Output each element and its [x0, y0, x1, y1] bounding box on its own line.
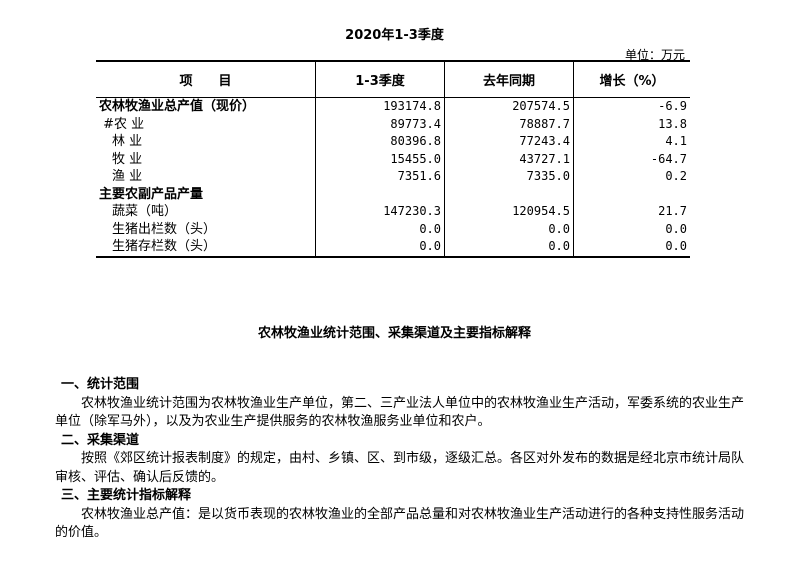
row-growth: 0.2 [573, 168, 690, 186]
section-2-text: 按照《郊区统计报表制度》的规定，由村、乡镇、区、到市级，逐级汇总。各区对外发布的… [55, 451, 745, 485]
row-prev: 43727.1 [444, 150, 574, 168]
table-header-row: 项 目 1-3季度 去年同期 增长（%） [96, 61, 690, 98]
row-item: 牧 业 [99, 151, 143, 167]
header-growth: 增长（%） [573, 61, 690, 98]
row-q [315, 185, 445, 203]
row-prev: 7335.0 [444, 168, 574, 186]
section-1-title: 一、统计范围 [61, 377, 140, 392]
row-growth: 4.1 [573, 133, 690, 151]
notes-heading: 农林牧渔业统计范围、采集渠道及主要指标解释 [257, 326, 531, 341]
row-q: 147230.3 [315, 203, 445, 221]
row-item: 渔 业 [99, 169, 143, 185]
row-item: 生猪出栏数（头） [99, 221, 217, 237]
row-q: 193174.8 [315, 97, 445, 116]
table-row: 主要农副产品产量 [96, 185, 690, 203]
row-q: 15455.0 [315, 150, 445, 168]
row-growth [573, 185, 690, 203]
header-q: 1-3季度 [315, 61, 445, 98]
row-growth: 21.7 [573, 203, 690, 221]
section-3-title: 三、主要统计指标解释 [61, 488, 192, 503]
table-row: 农林牧渔业总产值（现价） 193174.8 207574.5 -6.9 [96, 97, 690, 116]
row-item: 主要农副产品产量 [99, 186, 204, 202]
table-row: 生猪存栏数（头） 0.0 0.0 0.0 [96, 238, 690, 257]
table-row: 牧 业 15455.0 43727.1 -64.7 [96, 150, 690, 168]
row-growth: 13.8 [573, 115, 690, 133]
table-row: #农 业 89773.4 78887.7 13.8 [96, 115, 690, 133]
row-item: 生猪存栏数（头） [99, 239, 217, 255]
table-row: 生猪出栏数（头） 0.0 0.0 0.0 [96, 220, 690, 238]
row-prev: 120954.5 [444, 203, 574, 221]
row-growth: -64.7 [573, 150, 690, 168]
section-2-title: 二、采集渠道 [61, 432, 140, 448]
row-prev: 0.0 [444, 220, 574, 238]
table-row: 林 业 80396.8 77243.4 4.1 [96, 133, 690, 151]
header-item: 项 目 [179, 74, 232, 89]
row-growth: 0.0 [573, 220, 690, 238]
unit-label: 单位：万元 [624, 48, 685, 62]
row-growth: 0.0 [573, 238, 690, 257]
section-3-text: 农林牧渔业总产值：是以货币表现的农林牧渔业的全部产品总量和对农林牧渔业生产活动进… [55, 506, 745, 541]
row-item: #农 业 [99, 116, 145, 132]
row-q: 7351.6 [315, 168, 445, 186]
notes-body: 一、统计范围 农林牧渔业统计范围为农林牧渔业生产单位，第二、三产业法人单位中的农… [55, 376, 755, 543]
row-prev: 207574.5 [444, 97, 574, 116]
table-title: 2020年1-3季度 [345, 28, 444, 43]
row-q: 0.0 [315, 238, 445, 257]
row-prev: 0.0 [444, 238, 574, 257]
data-table: 项 目 1-3季度 去年同期 增长（%） 农林牧渔业总产值（现价） 193174.… [96, 60, 690, 258]
row-prev [444, 185, 574, 203]
row-prev: 77243.4 [444, 133, 574, 151]
row-q: 89773.4 [315, 115, 445, 133]
row-item: 林 业 [99, 134, 143, 150]
header-prev: 去年同期 [444, 61, 574, 98]
row-q: 80396.8 [315, 133, 445, 151]
row-q: 0.0 [315, 220, 445, 238]
row-item: 蔬菜（吨） [99, 204, 178, 220]
table-row: 蔬菜（吨） 147230.3 120954.5 21.7 [96, 203, 690, 221]
row-prev: 78887.7 [444, 115, 574, 133]
row-growth: -6.9 [573, 97, 690, 116]
section-1-text: 农林牧渔业统计范围为农林牧渔业生产单位，第二、三产业法人单位中的农林牧渔业生产活… [55, 395, 745, 430]
table-row: 渔 业 7351.6 7335.0 0.2 [96, 168, 690, 186]
row-item: 农林牧渔业总产值（现价） [99, 99, 256, 115]
